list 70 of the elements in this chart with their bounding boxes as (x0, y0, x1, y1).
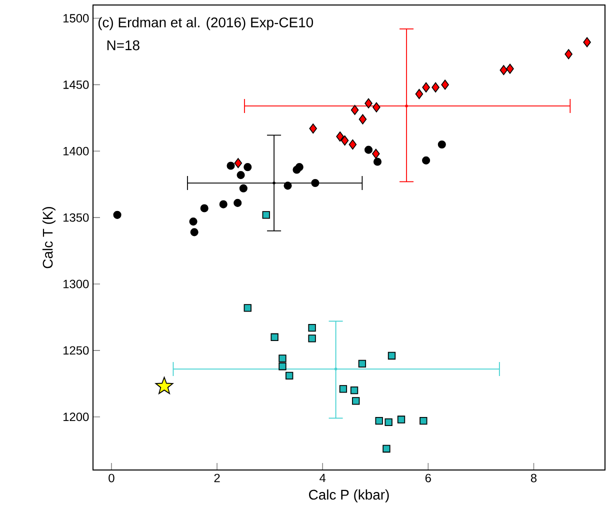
point (397, 416, 406, 424)
point (422, 82, 430, 92)
point (236, 171, 245, 180)
x-tick-label: 4 (320, 474, 326, 482)
point (278, 362, 286, 370)
y-tick-label: 1500 (63, 14, 89, 23)
point (244, 163, 252, 172)
point (308, 334, 316, 342)
point (190, 228, 198, 236)
point (438, 140, 446, 149)
point (441, 80, 449, 90)
y-tick-label: 1450 (63, 80, 89, 89)
x-axis-title: Calc P (kbar) (309, 489, 389, 502)
y-tick-label: 1250 (63, 346, 89, 355)
point (583, 37, 591, 48)
point (286, 372, 294, 380)
text: N=18 (107, 40, 140, 50)
point (348, 139, 357, 150)
point (270, 333, 278, 341)
point (373, 158, 382, 166)
y-axis-title: Calc T (K) (42, 206, 56, 268)
point (364, 98, 372, 108)
text: (c) Erdman et al. (2016) Exp-CE10 (98, 17, 314, 30)
y-tick-label: 1400 (63, 146, 89, 156)
point (415, 88, 424, 100)
point (384, 418, 392, 426)
point (234, 198, 242, 207)
point (262, 211, 270, 219)
point (375, 417, 383, 425)
point (350, 386, 358, 394)
x-tick-label: 0 (108, 474, 114, 482)
point (372, 102, 380, 112)
point (219, 200, 228, 208)
point (564, 49, 572, 60)
point (358, 114, 367, 124)
y-tick-label: 1350 (63, 213, 89, 222)
point (311, 178, 320, 188)
point (420, 417, 428, 425)
point (284, 182, 292, 190)
point (340, 135, 349, 146)
point (339, 385, 348, 393)
point (336, 131, 344, 142)
point (350, 104, 359, 115)
point (422, 156, 430, 164)
point (295, 163, 304, 172)
point (200, 204, 208, 212)
x-tick-label: 2 (214, 474, 220, 482)
point (189, 218, 198, 226)
point (308, 324, 316, 332)
point (113, 210, 122, 219)
point (432, 82, 440, 92)
point (155, 376, 174, 394)
point (506, 64, 514, 74)
point (239, 184, 248, 192)
point (500, 65, 508, 76)
point (372, 148, 380, 159)
point (226, 162, 235, 170)
point (388, 352, 396, 360)
y-tick-label: 1300 (63, 280, 89, 288)
x-tick-label: 6 (425, 474, 431, 482)
point (309, 124, 317, 134)
point (278, 354, 286, 362)
point (244, 304, 252, 312)
x-tick-label: 8 (530, 474, 537, 482)
point (364, 146, 373, 154)
point (358, 360, 366, 368)
point (352, 397, 360, 405)
point (382, 444, 390, 453)
y-tick-label: 1200 (63, 412, 89, 422)
point (234, 158, 242, 168)
